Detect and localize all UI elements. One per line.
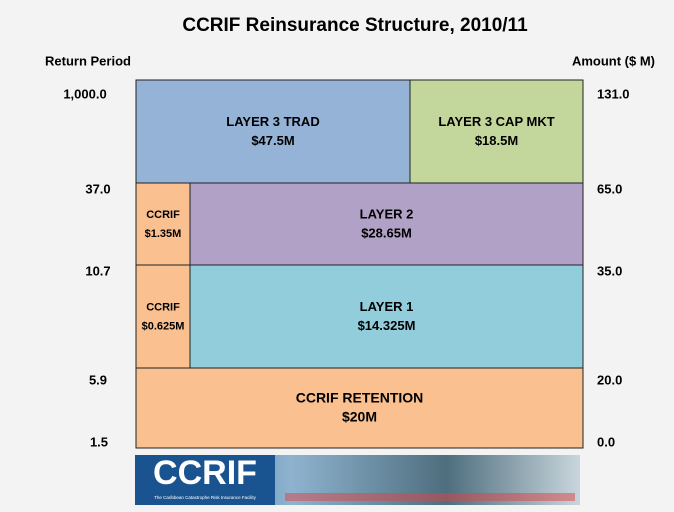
logo-tagline: The Caribbean Catastrophe Risk Insurance…: [154, 495, 257, 500]
amount-label: 35.0: [597, 263, 622, 278]
return-period-label: 5.9: [89, 372, 107, 387]
layer-block: [136, 80, 410, 183]
layer-block: [190, 183, 583, 265]
layer-label: LAYER 2: [360, 206, 414, 221]
return-period-label: 1.5: [90, 434, 108, 449]
layer-label: LAYER 3 CAP MKT: [438, 114, 554, 129]
layer-block: [136, 265, 190, 368]
title: CCRIF Reinsurance Structure, 2010/11: [182, 15, 528, 36]
layer-label: CCRIF: [146, 209, 180, 221]
amount-label: 131.0: [597, 86, 630, 101]
logo-name: CCRIF: [153, 454, 257, 492]
page: CCRIF Reinsurance Structure, 2010/11 Ret…: [0, 0, 674, 512]
layer-amount: $1.35M: [145, 228, 182, 240]
layer-amount: $28.65M: [361, 225, 412, 240]
layer-label: CCRIF RETENTION: [296, 390, 424, 406]
return-period-label: 1,000.0: [63, 86, 106, 101]
layer-amount: $20M: [342, 409, 377, 425]
amount-label: 0.0: [597, 434, 615, 449]
layer-label: LAYER 3 TRAD: [226, 114, 319, 129]
return-period-label: 10.7: [85, 263, 110, 278]
layer-amount: $47.5M: [251, 133, 294, 148]
layer-amount: $18.5M: [475, 133, 518, 148]
layer-amount: $14.325M: [358, 318, 416, 333]
amount-label: 65.0: [597, 181, 622, 196]
return-period-label: 37.0: [85, 181, 110, 196]
right-axis-label: Amount ($ M): [572, 53, 655, 68]
layer-label: LAYER 1: [360, 299, 414, 314]
logo: CCRIF The Caribbean Catastrophe Risk Ins…: [135, 454, 580, 505]
layer-label: CCRIF: [146, 301, 180, 313]
layer-block: [410, 80, 583, 183]
logo-flags: [285, 493, 575, 501]
layer-block: [136, 183, 190, 265]
layer-amount: $0.625M: [142, 320, 185, 332]
amount-label: 20.0: [597, 372, 622, 387]
left-axis-label: Return Period: [45, 53, 131, 68]
layer-block: [190, 265, 583, 368]
